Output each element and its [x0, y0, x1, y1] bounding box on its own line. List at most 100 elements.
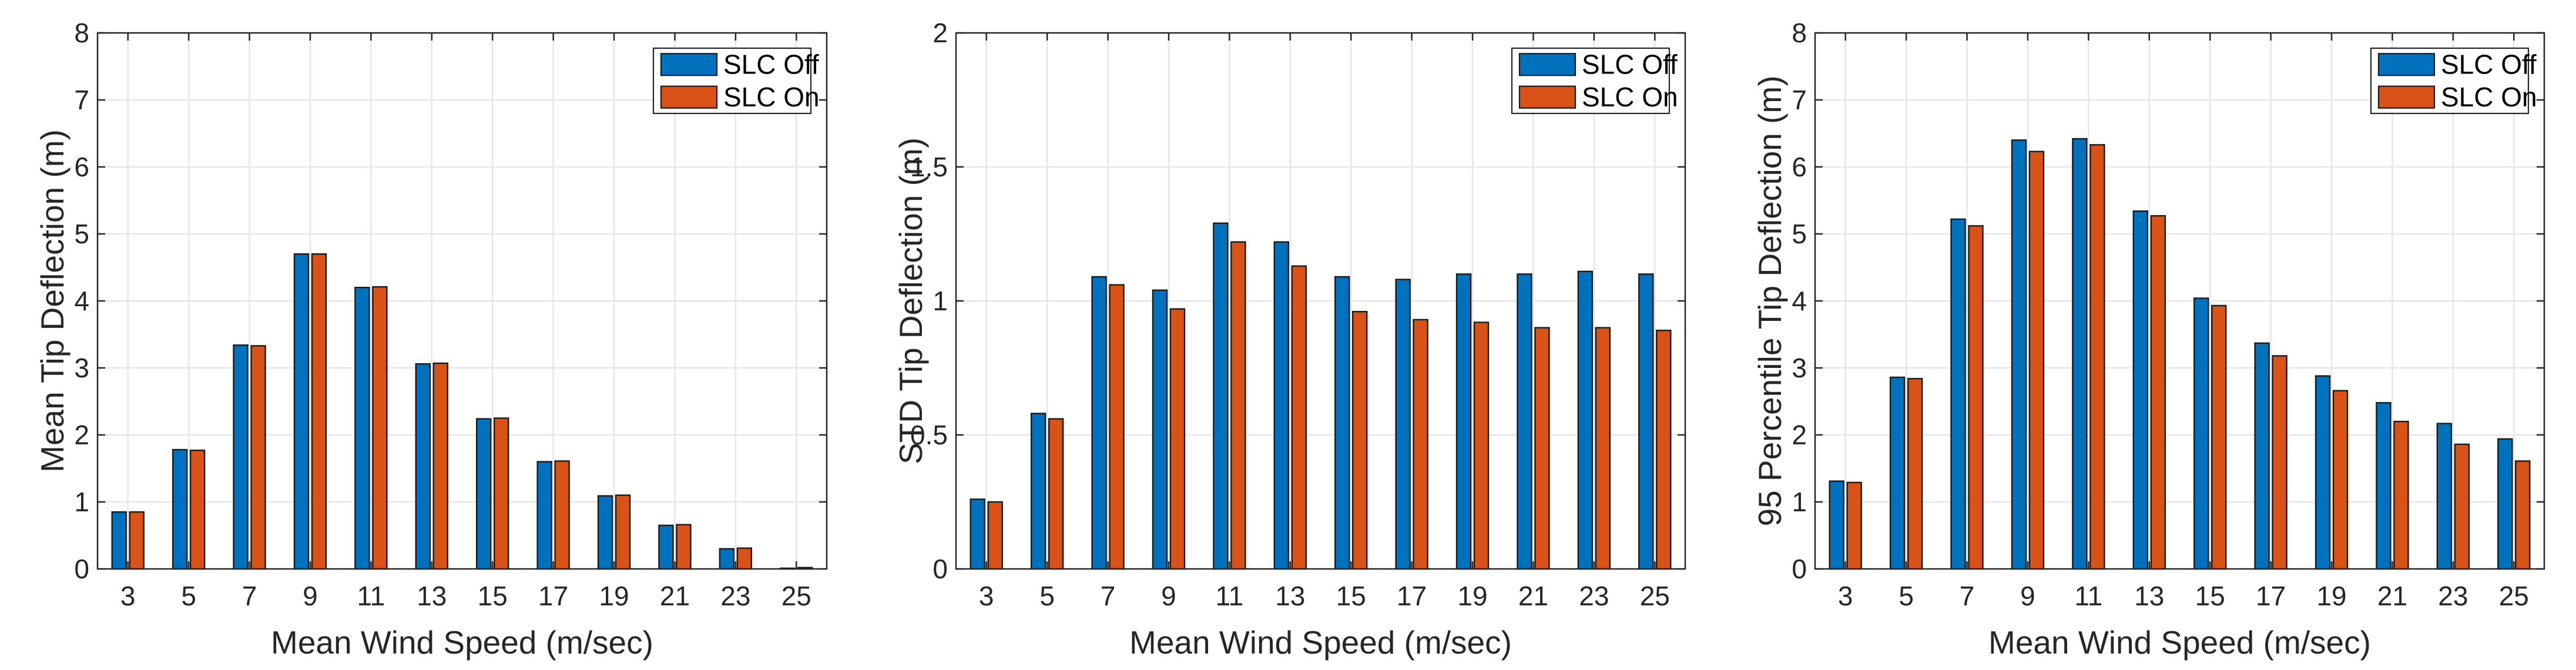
- y-tick-label-6: 6: [1792, 152, 1807, 182]
- bar-slc-off-x15: [476, 418, 492, 570]
- x-tick-label-19: 19: [599, 581, 629, 611]
- x-tick-label-19: 19: [1458, 581, 1488, 611]
- bar-slc-on-x13: [1291, 265, 1307, 570]
- bar-slc-on-x21: [1534, 327, 1550, 570]
- x-tick-label-17: 17: [538, 581, 568, 611]
- bar-slc-off-x9: [293, 253, 310, 570]
- y-tick-label-7: 7: [74, 85, 89, 115]
- x-tick-label-13: 13: [1276, 581, 1306, 611]
- x-tick-label-15: 15: [478, 581, 508, 611]
- legend-label-slc-off: SLC Off: [1582, 49, 1678, 80]
- bar-slc-off-x15: [2193, 297, 2209, 570]
- bar-slc-off-x3: [1829, 480, 1844, 570]
- bar-slc-off-x5: [1889, 376, 1905, 570]
- y-axis-label: Mean Tip Deflection (m): [34, 129, 71, 473]
- x-tick-label-25: 25: [1640, 581, 1670, 611]
- bar-slc-on-x17: [1413, 319, 1429, 570]
- bar-slc-off-x7: [1091, 276, 1108, 570]
- x-tick-label-15: 15: [1336, 581, 1366, 611]
- legend-swatch-slc-on: [660, 85, 718, 109]
- bar-slc-on-x25: [2514, 460, 2531, 570]
- x-tick-label-3: 3: [120, 581, 136, 611]
- x-tick-label-7: 7: [242, 581, 257, 611]
- bar-slc-off-x19: [2315, 375, 2330, 570]
- y-tick-label-3: 3: [74, 353, 89, 383]
- bar-slc-off-x11: [1213, 222, 1229, 570]
- x-tick-label-11: 11: [2074, 581, 2102, 611]
- x-tick-label-9: 9: [1161, 581, 1176, 611]
- x-tick-label-25: 25: [781, 581, 811, 611]
- y-tick-label-0-5: 0.5: [910, 420, 948, 450]
- legend-label-slc-off: SLC Off: [723, 49, 819, 80]
- y-tick-label-8: 8: [1792, 18, 1807, 48]
- x-tick-label-17: 17: [1397, 581, 1427, 611]
- y-axis-label: 95 Percentile Tip Deflection (m): [1752, 75, 1788, 526]
- bar-slc-on-x23: [736, 547, 753, 570]
- bar-slc-off-x11: [354, 287, 370, 570]
- legend-label-slc-on: SLC On: [723, 82, 820, 112]
- bar-slc-on-x17: [2272, 355, 2287, 570]
- y-tick-label-1: 1: [1792, 487, 1807, 517]
- axes-box: [1814, 32, 2545, 570]
- bar-slc-on-x9: [2028, 150, 2044, 570]
- bar-slc-off-x11: [2071, 138, 2088, 570]
- axes-box: [955, 32, 1686, 570]
- bar-slc-off-x15: [1334, 276, 1350, 570]
- bar-slc-on-x3: [129, 511, 145, 570]
- x-tick-label-5: 5: [181, 581, 196, 611]
- y-tick-label-2: 2: [1792, 420, 1807, 450]
- y-tick-label-5: 5: [74, 219, 89, 249]
- bar-slc-off-x7: [233, 344, 249, 570]
- x-tick-label-5: 5: [1899, 581, 1914, 611]
- bar-slc-on-x15: [2211, 304, 2227, 570]
- x-tick-label-3: 3: [979, 581, 994, 611]
- bar-slc-off-x23: [2436, 423, 2452, 570]
- bar-slc-off-x3: [970, 498, 986, 570]
- x-tick-label-9: 9: [2020, 581, 2035, 611]
- bar-slc-on-x7: [250, 345, 266, 570]
- legend-label-slc-off: SLC Off: [2441, 49, 2537, 80]
- subplot-95-percentile-tip-deflection: 0 1 2 3 4 5 6 7 8 3 5 7 9 11 13 15 17 19 21 23 25 Mean Wind S…: [1718, 0, 2576, 670]
- bar-slc-on-x7: [1967, 225, 1984, 570]
- subplot-std-tip-deflection: 0 0.5 1 1.5 2 3 5 7 9 11 13 15 17 19 21 23 25 Mean Wind S…: [858, 0, 1717, 670]
- bar-slc-off-x9: [2011, 139, 2027, 570]
- bar-slc-on-x9: [1170, 308, 1186, 570]
- x-tick-label-25: 25: [2498, 581, 2528, 611]
- y-tick-label-0: 0: [74, 554, 89, 584]
- x-tick-label-21: 21: [1518, 581, 1548, 611]
- bar-slc-on-x15: [494, 417, 509, 570]
- y-tick-label-1: 1: [74, 487, 89, 517]
- bar-slc-on-x11: [2089, 144, 2105, 570]
- legend-label-slc-on: SLC On: [1582, 82, 1678, 112]
- bar-slc-off-x23: [719, 548, 735, 570]
- bar-slc-on-x11: [372, 286, 388, 570]
- bar-slc-on-x17: [554, 460, 570, 570]
- bar-slc-on-x13: [432, 362, 448, 570]
- y-tick-label-4: 4: [74, 286, 89, 316]
- y-tick-label-6: 6: [74, 152, 89, 182]
- x-tick-label-11: 11: [1216, 581, 1244, 611]
- bar-slc-off-x13: [1273, 241, 1290, 570]
- y-tick-label-7: 7: [1792, 85, 1807, 115]
- legend-label-slc-on: SLC On: [2441, 82, 2537, 112]
- bar-slc-off-x23: [1577, 270, 1594, 570]
- bar-slc-off-x13: [415, 363, 431, 570]
- x-axis-label: Mean Wind Speed (m/sec): [1988, 624, 2371, 661]
- x-axis-label: Mean Wind Speed (m/sec): [1129, 624, 1512, 661]
- subplot-mean-tip-deflection: 0 1 2 3 4 5 6 7 8 3 5 7 9 11 13 15 17 19 21 23 25 Mean Wind S…: [0, 0, 858, 670]
- x-tick-label-9: 9: [303, 581, 318, 611]
- legend-swatch-slc-on: [2377, 85, 2435, 109]
- bar-slc-on-x19: [1474, 321, 1490, 570]
- bar-slc-off-x17: [2254, 342, 2270, 570]
- axes-box: [96, 32, 828, 570]
- x-tick-label-23: 23: [2438, 581, 2468, 611]
- bar-slc-on-x3: [987, 501, 1004, 570]
- y-tick-label-0: 0: [933, 554, 948, 584]
- y-tick-label-5: 5: [1792, 219, 1807, 249]
